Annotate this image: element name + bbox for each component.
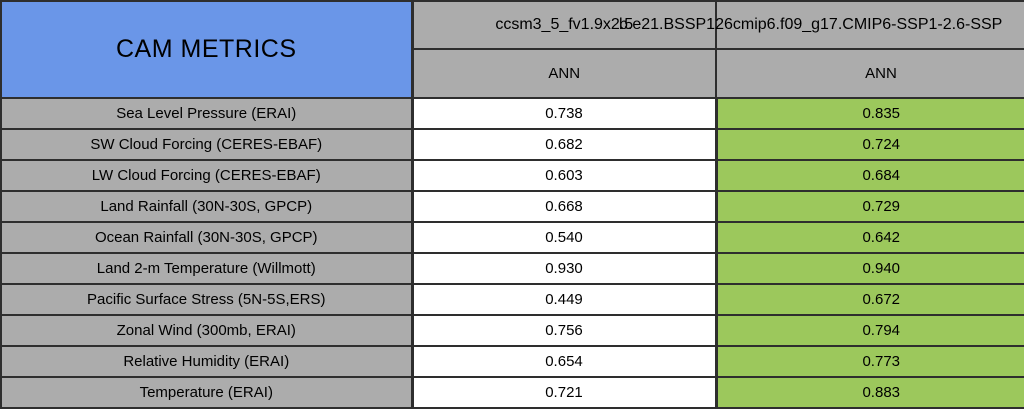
metric-value-model-2: 0.672 <box>715 283 1024 316</box>
season-header-model-2: ANN <box>715 48 1024 99</box>
metric-label: Pacific Surface Stress (5N-5S,ERS) <box>0 283 414 316</box>
metric-label: Zonal Wind (300mb, ERAI) <box>0 314 414 347</box>
column-header-model-1: ccsm3_5_fv1.9x2.5 <box>411 0 717 50</box>
table-row: Relative Humidity (ERAI) 0.654 0.773 <box>0 345 1024 378</box>
metric-label: SW Cloud Forcing (CERES-EBAF) <box>0 128 414 161</box>
metric-value-model-1: 0.930 <box>411 252 718 285</box>
metric-label: Sea Level Pressure (ERAI) <box>0 97 414 130</box>
metric-value-model-2: 0.724 <box>715 128 1024 161</box>
column-header-model-2: b.e21.BSSP126cmip6.f09_g17.CMIP6-SSP1-2.… <box>619 0 1024 50</box>
metric-label: Land 2-m Temperature (Willmott) <box>0 252 414 285</box>
metric-label: LW Cloud Forcing (CERES-EBAF) <box>0 159 414 192</box>
table-row: LW Cloud Forcing (CERES-EBAF) 0.603 0.68… <box>0 159 1024 192</box>
metric-value-model-2: 0.794 <box>715 314 1024 347</box>
metric-label: Ocean Rainfall (30N-30S, GPCP) <box>0 221 414 254</box>
metric-label: Relative Humidity (ERAI) <box>0 345 414 378</box>
metric-label: Land Rainfall (30N-30S, GPCP) <box>0 190 414 223</box>
metric-label: Temperature (ERAI) <box>0 376 414 409</box>
table-row: SW Cloud Forcing (CERES-EBAF) 0.682 0.72… <box>0 128 1024 161</box>
table-title: CAM METRICS <box>0 0 414 99</box>
metric-value-model-1: 0.654 <box>411 345 718 378</box>
table-row: Land Rainfall (30N-30S, GPCP) 0.668 0.72… <box>0 190 1024 223</box>
model-header-row: CAM METRICS ccsm3_5_fv1.9x2.5 b.e21.BSSP… <box>0 0 1024 99</box>
table-row: Land 2-m Temperature (Willmott) 0.930 0.… <box>0 252 1024 285</box>
model-2-name: b.e21.BSSP126cmip6.f09_g17.CMIP6-SSP1-2.… <box>619 16 1003 33</box>
metric-value-model-1: 0.738 <box>411 97 718 130</box>
season-header-row: ANN ANN <box>1 48 1024 99</box>
metric-value-model-2: 0.940 <box>715 252 1024 285</box>
table-row: Zonal Wind (300mb, ERAI) 0.756 0.794 <box>0 314 1024 347</box>
table-row: Ocean Rainfall (30N-30S, GPCP) 0.540 0.6… <box>0 221 1024 254</box>
metric-value-model-1: 0.721 <box>411 376 718 409</box>
metric-value-model-1: 0.756 <box>411 314 718 347</box>
metric-value-model-2: 0.883 <box>715 376 1024 409</box>
table-row: Temperature (ERAI) 0.721 0.883 <box>0 376 1024 409</box>
metric-value-model-2: 0.729 <box>715 190 1024 223</box>
metric-value-model-1: 0.682 <box>411 128 718 161</box>
metric-value-model-1: 0.449 <box>411 283 718 316</box>
model-1-name: ccsm3_5_fv1.9x2.5 <box>495 16 634 33</box>
metric-value-model-1: 0.603 <box>411 159 718 192</box>
metric-value-model-1: 0.540 <box>411 221 718 254</box>
metric-value-model-1: 0.668 <box>411 190 718 223</box>
metric-value-model-2: 0.684 <box>715 159 1024 192</box>
metric-value-model-2: 0.642 <box>715 221 1024 254</box>
metric-value-model-2: 0.773 <box>715 345 1024 378</box>
metric-value-model-2: 0.835 <box>715 97 1024 130</box>
season-header-model-1: ANN <box>411 48 717 99</box>
table-row: Pacific Surface Stress (5N-5S,ERS) 0.449… <box>0 283 1024 316</box>
table-row: Sea Level Pressure (ERAI) 0.738 0.835 <box>0 97 1024 130</box>
